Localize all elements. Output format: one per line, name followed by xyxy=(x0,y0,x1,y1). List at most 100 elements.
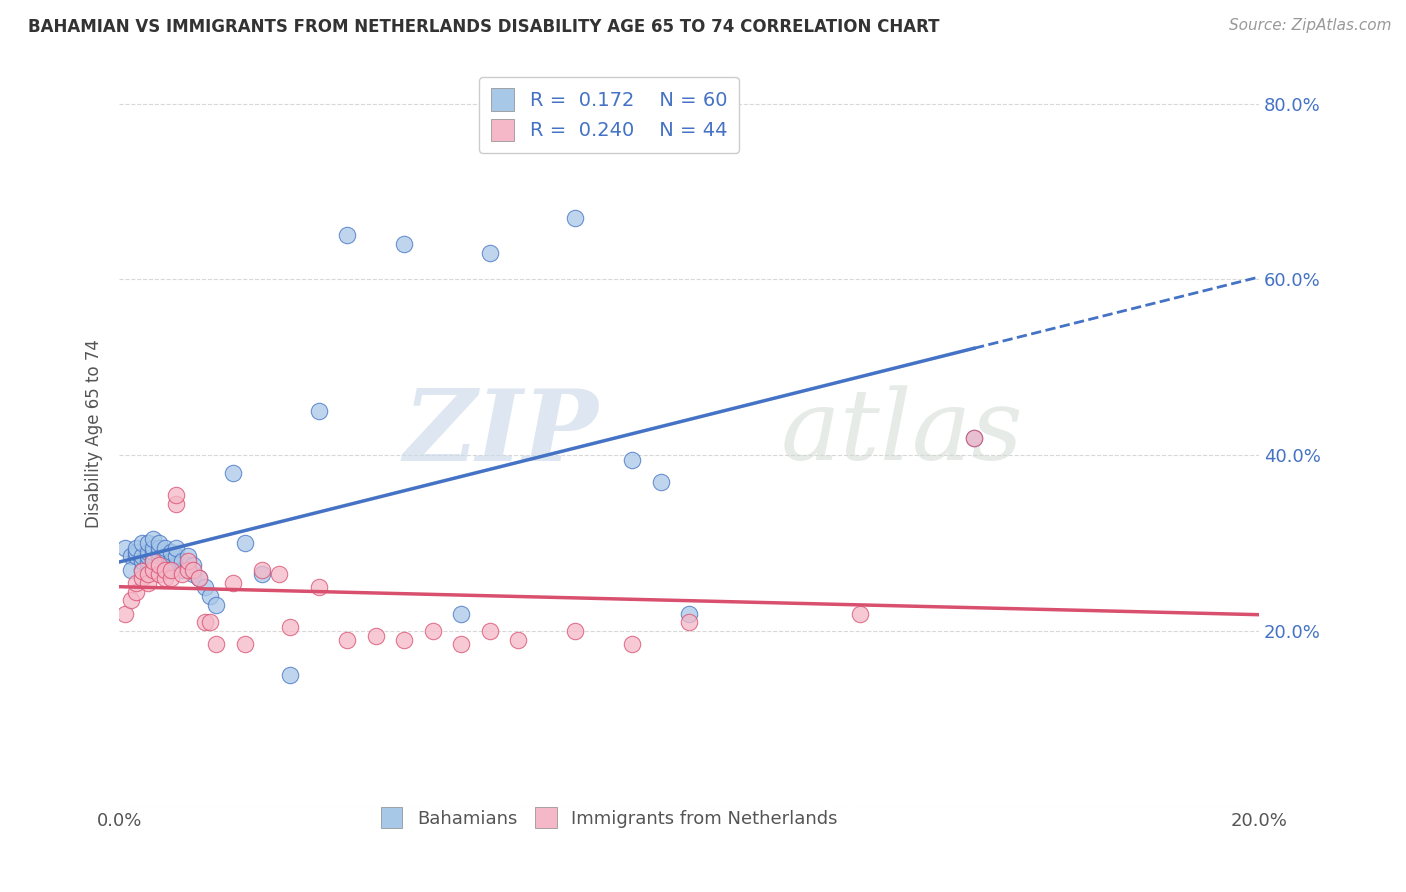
Point xyxy=(142,554,165,568)
Point xyxy=(678,615,700,630)
Point xyxy=(142,541,165,555)
Point xyxy=(131,549,153,564)
Point xyxy=(250,563,273,577)
Point xyxy=(200,589,222,603)
Point xyxy=(153,541,176,555)
Point xyxy=(120,593,142,607)
Point xyxy=(188,571,211,585)
Point xyxy=(422,624,444,639)
Text: ZIP: ZIP xyxy=(404,385,598,482)
Point xyxy=(194,580,217,594)
Point xyxy=(336,228,359,243)
Point xyxy=(392,632,415,647)
Point xyxy=(142,532,165,546)
Text: BAHAMIAN VS IMMIGRANTS FROM NETHERLANDS DISABILITY AGE 65 TO 74 CORRELATION CHAR: BAHAMIAN VS IMMIGRANTS FROM NETHERLANDS … xyxy=(28,18,939,36)
Point xyxy=(136,558,159,573)
Point xyxy=(153,563,176,577)
Point xyxy=(478,246,501,260)
Point xyxy=(963,431,986,445)
Point xyxy=(114,541,136,555)
Point xyxy=(194,615,217,630)
Point xyxy=(564,211,586,225)
Point xyxy=(233,637,256,651)
Point xyxy=(250,567,273,582)
Point xyxy=(159,563,181,577)
Point xyxy=(136,554,159,568)
Legend: Bahamians, Immigrants from Netherlands: Bahamians, Immigrants from Netherlands xyxy=(374,800,845,836)
Point xyxy=(125,549,148,564)
Point xyxy=(336,632,359,647)
Point xyxy=(142,545,165,559)
Point xyxy=(125,545,148,559)
Point xyxy=(165,488,187,502)
Point xyxy=(278,620,301,634)
Point xyxy=(200,615,222,630)
Point xyxy=(233,536,256,550)
Point xyxy=(478,624,501,639)
Point xyxy=(165,497,187,511)
Point xyxy=(148,558,170,573)
Point xyxy=(170,554,193,568)
Point xyxy=(131,554,153,568)
Point xyxy=(136,536,159,550)
Point xyxy=(142,554,165,568)
Point xyxy=(165,541,187,555)
Point xyxy=(205,637,228,651)
Point xyxy=(148,536,170,550)
Point xyxy=(392,237,415,252)
Point xyxy=(125,575,148,590)
Text: atlas: atlas xyxy=(780,385,1024,481)
Point xyxy=(153,558,176,573)
Point xyxy=(308,580,330,594)
Point xyxy=(176,554,198,568)
Point xyxy=(650,475,672,489)
Point xyxy=(153,554,176,568)
Point xyxy=(136,549,159,564)
Point xyxy=(278,668,301,682)
Y-axis label: Disability Age 65 to 74: Disability Age 65 to 74 xyxy=(86,339,103,528)
Point xyxy=(165,558,187,573)
Point xyxy=(142,563,165,577)
Point xyxy=(621,637,644,651)
Point xyxy=(170,563,193,577)
Text: Source: ZipAtlas.com: Source: ZipAtlas.com xyxy=(1229,18,1392,33)
Point xyxy=(159,563,181,577)
Point xyxy=(142,549,165,564)
Point xyxy=(114,607,136,621)
Point xyxy=(222,466,245,480)
Point xyxy=(148,541,170,555)
Point xyxy=(621,452,644,467)
Point xyxy=(120,549,142,564)
Point xyxy=(183,563,205,577)
Point xyxy=(136,545,159,559)
Point xyxy=(159,554,181,568)
Point xyxy=(153,571,176,585)
Point xyxy=(176,558,198,573)
Point xyxy=(148,545,170,559)
Point xyxy=(176,563,198,577)
Point xyxy=(131,536,153,550)
Point xyxy=(170,567,193,582)
Point xyxy=(450,637,472,651)
Point xyxy=(183,567,205,582)
Point xyxy=(159,571,181,585)
Point xyxy=(120,563,142,577)
Point xyxy=(148,567,170,582)
Point xyxy=(176,549,198,564)
Point xyxy=(222,575,245,590)
Point xyxy=(148,549,170,564)
Point xyxy=(131,571,153,585)
Point xyxy=(131,563,153,577)
Point xyxy=(188,571,211,585)
Point xyxy=(450,607,472,621)
Point xyxy=(508,632,530,647)
Point xyxy=(148,554,170,568)
Point xyxy=(205,598,228,612)
Point xyxy=(183,558,205,573)
Point xyxy=(159,545,181,559)
Point xyxy=(963,431,986,445)
Point xyxy=(267,567,290,582)
Point xyxy=(308,404,330,418)
Point xyxy=(364,629,387,643)
Point xyxy=(131,565,153,579)
